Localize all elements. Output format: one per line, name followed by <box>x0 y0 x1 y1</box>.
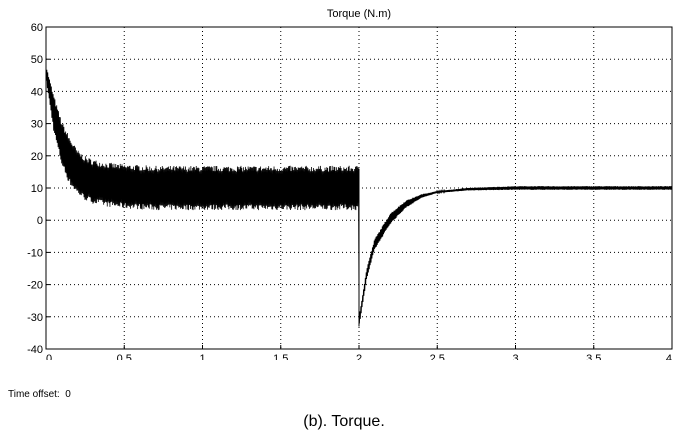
x-tick-label: 2 <box>356 353 362 360</box>
x-tick-label: 2.5 <box>430 353 445 360</box>
y-axis-ticks: -40 -30 -20 -10 0 10 20 30 40 50 60 <box>27 22 50 356</box>
figure-caption: (b). Torque. <box>303 413 385 430</box>
y-tick-label: -10 <box>27 247 43 259</box>
y-tick-label: 60 <box>31 22 43 34</box>
torque-signal <box>45 66 673 327</box>
y-tick-label: 50 <box>31 54 43 66</box>
y-tick-label: 0 <box>37 215 43 227</box>
y-tick-label: 20 <box>31 151 43 163</box>
torque-chart: 0 0.5 1 1.5 2 2.5 3 3.5 4 -40 -30 -20 -10 0 10 20 30 40 5… <box>27 8 673 360</box>
y-tick-label: -20 <box>27 280 43 292</box>
time-offset-label: Time offset: 0 <box>8 389 71 400</box>
x-tick-label: 1 <box>199 353 205 360</box>
x-axis-ticks: 0 0.5 1 1.5 2 2.5 3 3.5 4 <box>45 345 673 360</box>
x-tick-label: 4 <box>666 353 672 360</box>
y-tick-label: -40 <box>27 344 43 356</box>
x-tick-label: 0.5 <box>117 353 132 360</box>
y-tick-label: 40 <box>31 86 43 98</box>
y-tick-label: 10 <box>31 183 43 195</box>
x-tick-label: 3 <box>512 353 518 360</box>
y-tick-label: 30 <box>31 119 43 131</box>
x-tick-label: 0 <box>46 353 52 360</box>
x-tick-label: 1.5 <box>273 353 288 360</box>
y-tick-label: -30 <box>27 312 43 324</box>
chart-title: Torque (N.m) <box>327 8 391 20</box>
x-tick-label: 3.5 <box>586 353 601 360</box>
